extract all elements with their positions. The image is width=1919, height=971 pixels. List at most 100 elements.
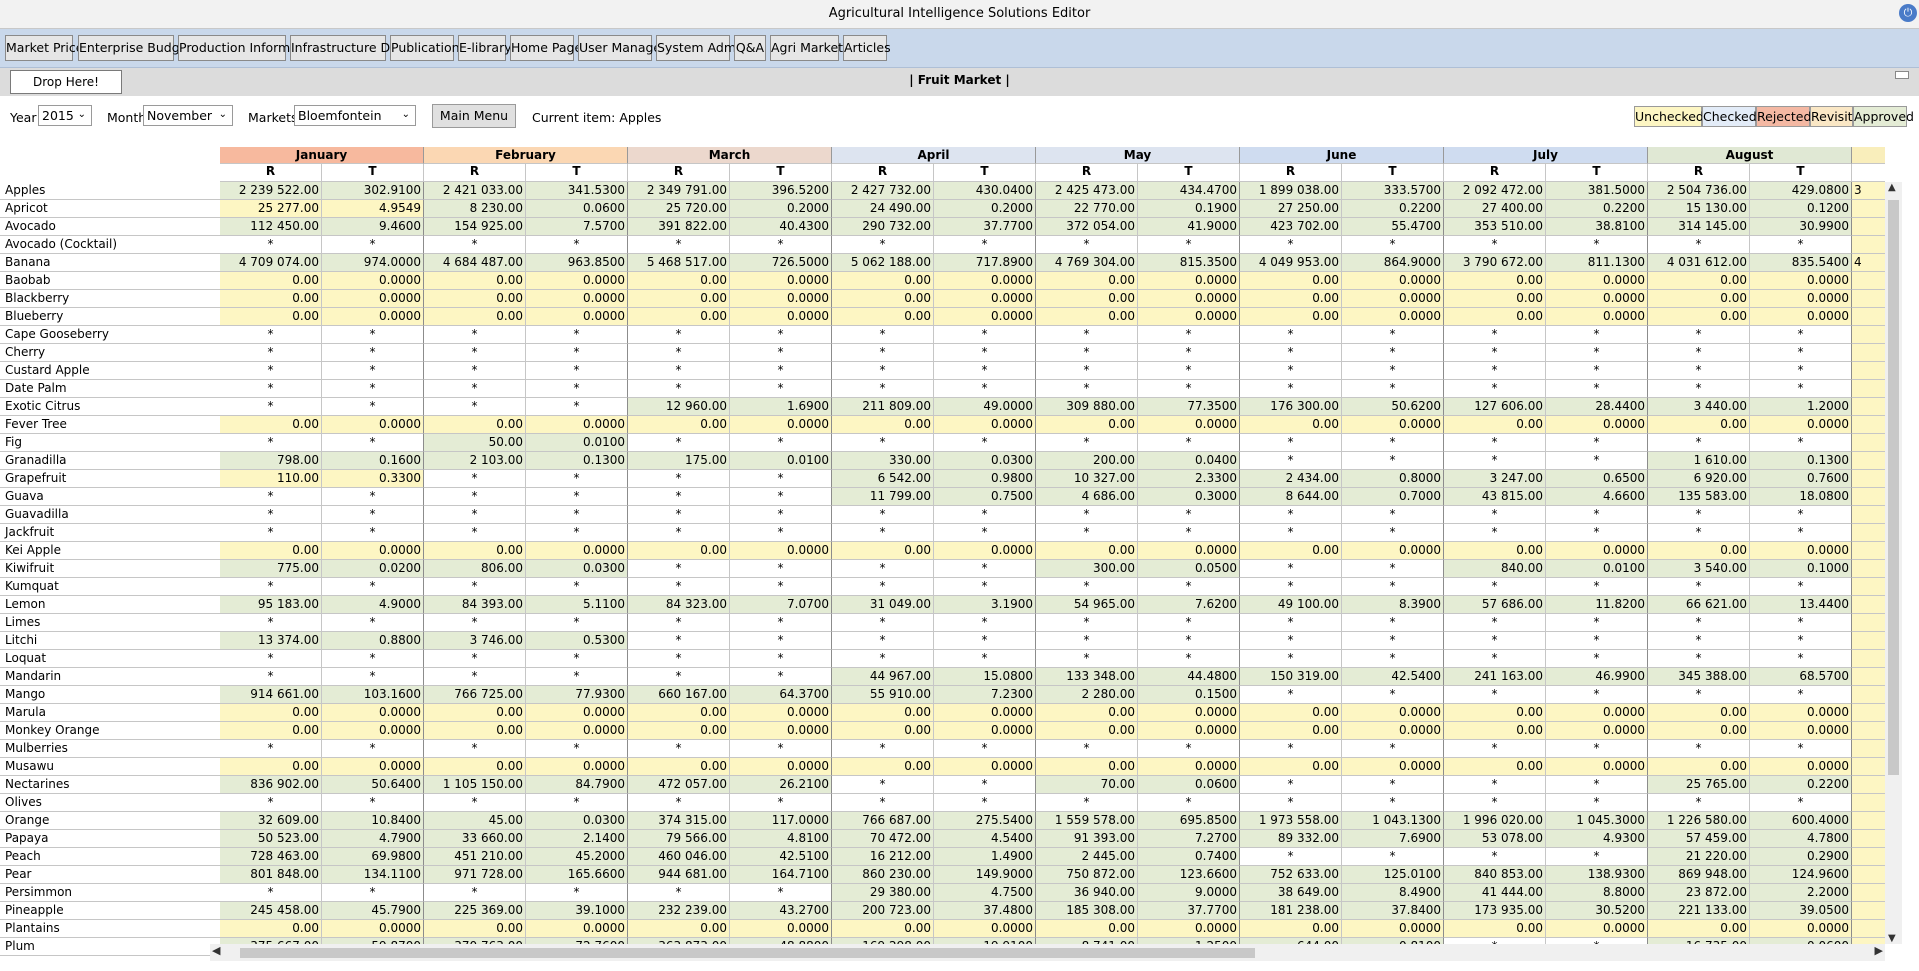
cell-r[interactable]: 27 400.00 bbox=[1444, 200, 1546, 218]
cell-t[interactable]: 434.4700 bbox=[1138, 182, 1240, 200]
cell-t[interactable]: 0.0000 bbox=[1342, 416, 1444, 434]
cell-t[interactable]: 0.0000 bbox=[1750, 542, 1852, 560]
scroll-down-icon[interactable]: ▼ bbox=[1888, 933, 1896, 944]
cell-t[interactable]: 41.9000 bbox=[1138, 218, 1240, 236]
cell-r[interactable]: 0.00 bbox=[1444, 722, 1546, 740]
cell-t[interactable]: * bbox=[934, 578, 1036, 596]
cell-t[interactable]: * bbox=[730, 524, 832, 542]
cell-t[interactable]: * bbox=[1750, 344, 1852, 362]
cell-t[interactable]: 974.0000 bbox=[322, 254, 424, 272]
cell-r[interactable]: 0.00 bbox=[424, 704, 526, 722]
cell-t[interactable]: * bbox=[322, 506, 424, 524]
cell-r[interactable]: 12 960.00 bbox=[628, 398, 730, 416]
cell-t[interactable]: * bbox=[1342, 452, 1444, 470]
cell-r[interactable]: * bbox=[424, 326, 526, 344]
cell-partial[interactable] bbox=[1852, 632, 1885, 650]
cell-t[interactable]: * bbox=[1138, 380, 1240, 398]
cell-t[interactable]: * bbox=[322, 650, 424, 668]
cell-r[interactable]: 391 822.00 bbox=[628, 218, 730, 236]
cell-r[interactable]: 766 687.00 bbox=[832, 812, 934, 830]
cell-t[interactable]: 429.0800 bbox=[1750, 182, 1852, 200]
cell-partial[interactable] bbox=[1852, 650, 1885, 668]
cell-r[interactable]: * bbox=[1240, 560, 1342, 578]
drop-here-button[interactable]: Drop Here! bbox=[10, 70, 122, 94]
cell-partial[interactable] bbox=[1852, 884, 1885, 902]
cell-r[interactable]: 0.00 bbox=[1240, 722, 1342, 740]
cell-t[interactable]: * bbox=[730, 362, 832, 380]
cell-t[interactable]: 0.0000 bbox=[730, 722, 832, 740]
cell-r[interactable]: 3 790 672.00 bbox=[1444, 254, 1546, 272]
cell-t[interactable]: * bbox=[1546, 740, 1648, 758]
cell-r[interactable]: 0.00 bbox=[1444, 542, 1546, 560]
cell-r[interactable]: * bbox=[832, 614, 934, 632]
cell-r[interactable]: * bbox=[424, 884, 526, 902]
cell-t[interactable]: * bbox=[934, 326, 1036, 344]
cell-t[interactable]: * bbox=[730, 236, 832, 254]
cell-r[interactable]: 750 872.00 bbox=[1036, 866, 1138, 884]
cell-r[interactable]: 0.00 bbox=[220, 542, 322, 560]
cell-r[interactable]: 0.00 bbox=[628, 416, 730, 434]
cell-r[interactable]: 0.00 bbox=[220, 308, 322, 326]
cell-r[interactable]: 0.00 bbox=[424, 722, 526, 740]
cell-r[interactable]: 8 644.00 bbox=[1240, 488, 1342, 506]
cell-r[interactable]: * bbox=[628, 884, 730, 902]
cell-t[interactable]: * bbox=[1546, 848, 1648, 866]
cell-partial[interactable] bbox=[1852, 200, 1885, 218]
cell-t[interactable]: 42.5400 bbox=[1342, 668, 1444, 686]
cell-t[interactable]: * bbox=[730, 434, 832, 452]
cell-r[interactable]: 0.00 bbox=[832, 704, 934, 722]
row-label[interactable]: Mandarin bbox=[0, 668, 220, 686]
cell-r[interactable]: 0.00 bbox=[832, 722, 934, 740]
cell-r[interactable]: 245 458.00 bbox=[220, 902, 322, 920]
cell-t[interactable]: 333.5700 bbox=[1342, 182, 1444, 200]
cell-t[interactable]: 0.0000 bbox=[526, 290, 628, 308]
cell-r[interactable]: 211 809.00 bbox=[832, 398, 934, 416]
cell-t[interactable]: * bbox=[934, 236, 1036, 254]
cell-t[interactable]: * bbox=[322, 668, 424, 686]
cell-t[interactable]: 77.9300 bbox=[526, 686, 628, 704]
cell-t[interactable]: * bbox=[1138, 632, 1240, 650]
cell-t[interactable]: * bbox=[322, 236, 424, 254]
cell-r[interactable]: * bbox=[1036, 380, 1138, 398]
row-label[interactable]: Kei Apple bbox=[0, 542, 220, 560]
cell-t[interactable]: * bbox=[1342, 506, 1444, 524]
cell-r[interactable]: * bbox=[424, 614, 526, 632]
cell-r[interactable]: * bbox=[1036, 740, 1138, 758]
cell-r[interactable]: 2 445.00 bbox=[1036, 848, 1138, 866]
row-label[interactable]: Pineapple bbox=[0, 902, 220, 920]
cell-t[interactable]: * bbox=[1138, 236, 1240, 254]
cell-r[interactable]: 241 163.00 bbox=[1444, 668, 1546, 686]
cell-t[interactable]: * bbox=[526, 506, 628, 524]
cell-r[interactable]: * bbox=[628, 434, 730, 452]
cell-t[interactable]: * bbox=[1342, 740, 1444, 758]
cell-partial[interactable] bbox=[1852, 758, 1885, 776]
cell-t[interactable]: 7.6200 bbox=[1138, 596, 1240, 614]
cell-t[interactable]: 0.0400 bbox=[1138, 452, 1240, 470]
cell-t[interactable]: * bbox=[1342, 236, 1444, 254]
cell-r[interactable]: * bbox=[628, 236, 730, 254]
cell-r[interactable]: * bbox=[1036, 632, 1138, 650]
cell-r[interactable]: 0.00 bbox=[1648, 290, 1750, 308]
cell-r[interactable]: 0.00 bbox=[1648, 542, 1750, 560]
cell-r[interactable]: 0.00 bbox=[1240, 704, 1342, 722]
cell-t[interactable]: 0.0000 bbox=[1750, 416, 1852, 434]
cell-r[interactable]: 50 523.00 bbox=[220, 830, 322, 848]
cell-t[interactable]: 45.2000 bbox=[526, 848, 628, 866]
cell-t[interactable]: 0.0000 bbox=[1138, 542, 1240, 560]
cell-r[interactable]: 0.00 bbox=[1648, 758, 1750, 776]
cell-t[interactable]: 1 045.3000 bbox=[1546, 812, 1648, 830]
cell-r[interactable]: * bbox=[220, 740, 322, 758]
cell-t[interactable]: 0.2200 bbox=[1546, 200, 1648, 218]
cell-t[interactable]: 40.4300 bbox=[730, 218, 832, 236]
cell-r[interactable]: 110.00 bbox=[220, 470, 322, 488]
cell-r[interactable]: * bbox=[628, 362, 730, 380]
cell-t[interactable]: * bbox=[934, 632, 1036, 650]
cell-r[interactable]: * bbox=[1648, 614, 1750, 632]
cell-r[interactable]: 0.00 bbox=[424, 416, 526, 434]
cell-t[interactable]: 0.0000 bbox=[1750, 758, 1852, 776]
cell-t[interactable]: 0.3000 bbox=[1138, 488, 1240, 506]
cell-t[interactable]: * bbox=[730, 380, 832, 398]
cell-t[interactable]: 695.8500 bbox=[1138, 812, 1240, 830]
cell-r[interactable]: * bbox=[1240, 452, 1342, 470]
cell-t[interactable]: 0.1000 bbox=[1750, 560, 1852, 578]
